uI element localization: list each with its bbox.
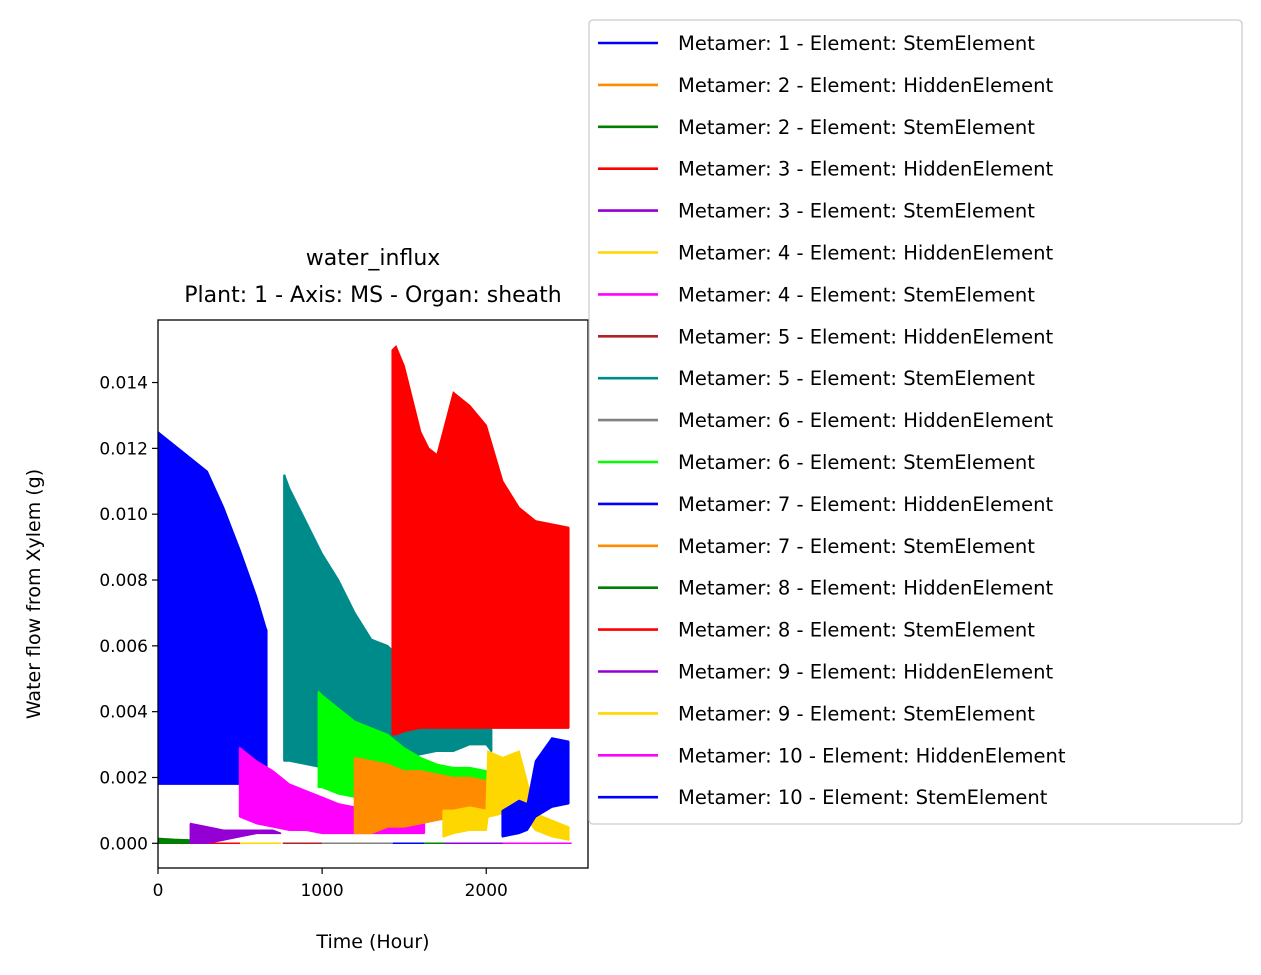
legend-item: Metamer: 9 - Element: StemElement <box>598 702 1035 725</box>
legend-item: Metamer: 5 - Element: StemElement <box>598 367 1035 390</box>
legend-label: Metamer: 6 - Element: StemElement <box>678 451 1035 474</box>
legend-label: Metamer: 6 - Element: HiddenElement <box>678 409 1053 432</box>
y-tick-label: 0.010 <box>99 505 148 525</box>
legend-item: Metamer: 8 - Element: HiddenElement <box>598 577 1053 600</box>
legend-item: Metamer: 7 - Element: StemElement <box>598 535 1035 558</box>
legend-label: Metamer: 4 - Element: StemElement <box>678 283 1035 306</box>
legend-label: Metamer: 2 - Element: StemElement <box>678 116 1035 139</box>
chart-title: water_influx <box>306 246 441 271</box>
legend-label: Metamer: 1 - Element: StemElement <box>678 32 1035 55</box>
legend-label: Metamer: 5 - Element: StemElement <box>678 367 1035 390</box>
legend-item: Metamer: 8 - Element: StemElement <box>598 619 1035 642</box>
x-axis: 0 1000 2000 <box>153 868 508 901</box>
x-tick-label: 0 <box>153 881 164 901</box>
legend-box <box>588 19 1243 825</box>
plot-frame <box>157 319 589 869</box>
series-19 <box>501 737 570 838</box>
legend-item: Metamer: 10 - Element: HiddenElement <box>598 744 1066 767</box>
legend-label: Metamer: 2 - Element: HiddenElement <box>678 74 1053 97</box>
y-axis: 0.000 0.002 0.004 0.006 0.008 0.010 0.012 0.014 <box>99 374 158 854</box>
legend-item: Metamer: 3 - Element: StemElement <box>598 200 1035 223</box>
legend-label: Metamer: 10 - Element: StemElement <box>678 786 1048 809</box>
y-tick-label: 0.000 <box>99 834 148 854</box>
legend-item: Metamer: 6 - Element: StemElement <box>598 451 1035 474</box>
legend-item: Metamer: 4 - Element: StemElement <box>598 283 1035 306</box>
legend-label: Metamer: 5 - Element: HiddenElement <box>678 325 1053 348</box>
y-tick-label: 0.008 <box>99 571 148 591</box>
series-17 <box>442 750 570 841</box>
legend: Metamer: 1 - Element: StemElement Metamer… <box>588 19 1243 825</box>
legend-item: Metamer: 9 - Element: HiddenElement <box>598 661 1053 684</box>
x-tick-label: 2000 <box>465 881 508 901</box>
y-tick-label: 0.014 <box>99 374 148 394</box>
y-axis-label: Water flow from Xylem (g) <box>23 469 45 719</box>
y-tick-label: 0.012 <box>99 439 148 459</box>
legend-label: Metamer: 3 - Element: StemElement <box>678 200 1035 223</box>
legend-item: Metamer: 3 - Element: HiddenElement <box>598 158 1053 181</box>
x-axis-label: Time (Hour) <box>315 931 429 953</box>
series-band <box>158 430 268 785</box>
y-tick-label: 0.006 <box>99 637 148 657</box>
y-tick-label: 0.002 <box>99 768 148 788</box>
series-band <box>190 822 282 845</box>
plot-area <box>158 344 572 845</box>
legend-item: Metamer: 2 - Element: StemElement <box>598 116 1035 139</box>
legend-label: Metamer: 10 - Element: HiddenElement <box>678 744 1066 767</box>
legend-item: Metamer: 5 - Element: HiddenElement <box>598 325 1053 348</box>
legend-label: Metamer: 8 - Element: StemElement <box>678 619 1035 642</box>
series-15 <box>391 344 570 736</box>
legend-item: Metamer: 1 - Element: StemElement <box>598 32 1035 55</box>
legend-item: Metamer: 10 - Element: StemElement <box>598 786 1048 809</box>
y-tick-label: 0.004 <box>99 703 148 723</box>
legend-label: Metamer: 7 - Element: StemElement <box>678 535 1035 558</box>
series-5 <box>189 822 282 845</box>
x-tick-label: 1000 <box>300 881 343 901</box>
legend-label: Metamer: 9 - Element: StemElement <box>678 702 1035 725</box>
series-band <box>158 837 192 845</box>
chart-subtitle: Plant: 1 - Axis: MS - Organ: sheath <box>184 283 561 308</box>
legend-item: Metamer: 6 - Element: HiddenElement <box>598 409 1053 432</box>
series-band <box>391 344 570 736</box>
legend-item: Metamer: 7 - Element: HiddenElement <box>598 493 1053 516</box>
series-1 <box>158 430 268 785</box>
series-7 <box>238 746 426 835</box>
legend-label: Metamer: 3 - Element: HiddenElement <box>678 158 1053 181</box>
legend-item: Metamer: 4 - Element: HiddenElement <box>598 242 1053 265</box>
legend-label: Metamer: 4 - Element: HiddenElement <box>678 242 1053 265</box>
legend-label: Metamer: 8 - Element: HiddenElement <box>678 577 1053 600</box>
legend-item: Metamer: 2 - Element: HiddenElement <box>598 74 1053 97</box>
legend-label: Metamer: 9 - Element: HiddenElement <box>678 661 1053 684</box>
legend-label: Metamer: 7 - Element: HiddenElement <box>678 493 1053 516</box>
series-3 <box>158 837 193 845</box>
